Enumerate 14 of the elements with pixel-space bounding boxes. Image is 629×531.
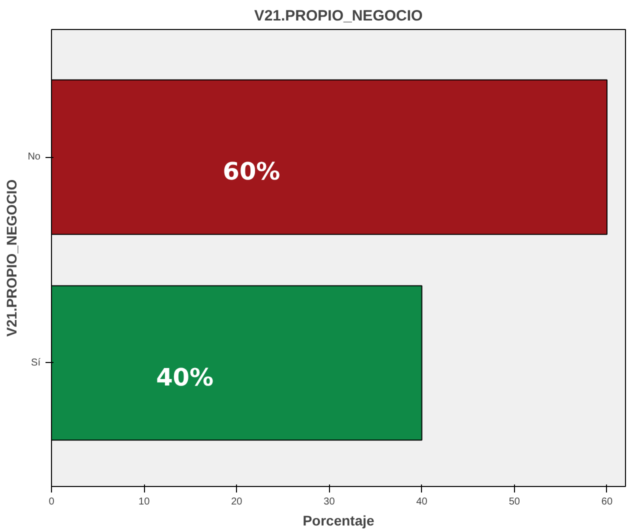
x-tick-label: 20 <box>231 496 243 508</box>
x-tick-label: 60 <box>601 496 613 508</box>
y-tick-label: No <box>28 152 41 163</box>
data-label: 40% <box>156 363 214 392</box>
data-label: 60% <box>222 158 280 186</box>
x-axis-title: Porcentaje <box>302 512 375 528</box>
x-tick-label: 40 <box>416 496 428 508</box>
x-tick-label: 50 <box>508 496 520 508</box>
x-tick-label: 0 <box>48 496 55 508</box>
y-axis-title: V21.PROPIO_NEGOCIO <box>4 179 20 337</box>
x-tick-label: 10 <box>138 496 150 508</box>
y-tick-label: Sí <box>31 357 41 368</box>
x-tick-label: 30 <box>324 496 336 508</box>
chart-title: V21.PROPIO_NEGOCIO <box>254 8 424 24</box>
